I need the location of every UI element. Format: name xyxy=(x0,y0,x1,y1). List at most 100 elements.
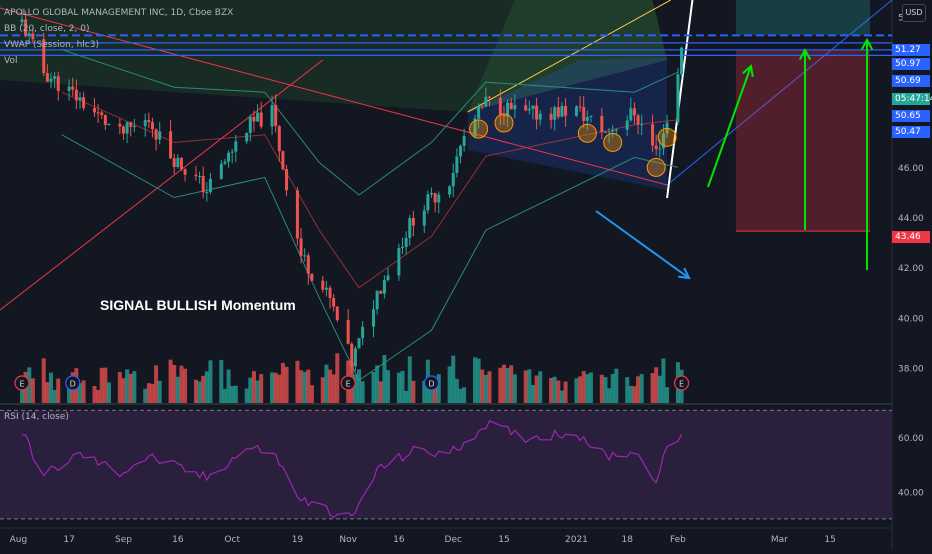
rsi-tick-label: 40.00 xyxy=(898,488,924,498)
candle-body xyxy=(372,309,376,327)
time-tick-label: Mar xyxy=(771,535,788,545)
volume-bar xyxy=(407,356,412,403)
candle-body xyxy=(513,105,517,110)
volume-bar xyxy=(222,388,227,403)
volume-bar xyxy=(270,372,275,403)
price-badge: 05:47:14 xyxy=(892,93,932,105)
event-marker-label: E xyxy=(346,380,351,389)
candle-body xyxy=(45,73,49,82)
time-tick-label: Feb xyxy=(670,535,686,545)
candle-body xyxy=(661,133,665,149)
candle-body xyxy=(143,120,147,127)
candle-body xyxy=(259,112,263,127)
volume-bar xyxy=(56,378,61,403)
candle-body xyxy=(556,107,560,117)
candle-body xyxy=(480,105,484,107)
volume-bar xyxy=(563,381,568,403)
candle-body xyxy=(252,116,256,122)
event-marker xyxy=(14,375,30,391)
volume-bar xyxy=(128,373,133,403)
target-arrow-1 xyxy=(707,65,752,188)
volume-bar xyxy=(331,374,336,403)
volume-bar xyxy=(454,378,459,403)
volume-bar xyxy=(480,369,485,403)
pivot-circle xyxy=(469,119,489,139)
candle-body xyxy=(353,348,357,367)
candle-body xyxy=(310,273,314,281)
candle-body xyxy=(56,76,60,91)
volume-bar xyxy=(92,386,97,403)
candle-body xyxy=(125,122,129,134)
candle-body xyxy=(458,145,462,157)
candle-body xyxy=(103,115,107,125)
volume-bar xyxy=(433,379,438,403)
volume-bar xyxy=(610,373,615,403)
candle-body xyxy=(27,33,31,36)
target-arrow-1-head xyxy=(742,64,754,78)
volume-bar xyxy=(183,368,188,403)
pivot-circle xyxy=(657,127,677,147)
event-marker xyxy=(423,375,440,391)
candle-body xyxy=(121,126,125,134)
volume-bar xyxy=(523,370,528,403)
volume-bar xyxy=(447,366,452,403)
candle-body xyxy=(147,120,151,123)
price-tick-label: 42.00 xyxy=(898,264,924,274)
rsi-tick-label: 60.00 xyxy=(898,434,924,444)
candle-body xyxy=(78,97,82,101)
volume-bar xyxy=(255,380,260,403)
volume-bar xyxy=(302,371,307,403)
volume-bar xyxy=(96,390,101,403)
volume-bar xyxy=(132,371,137,403)
volume-bar xyxy=(487,371,492,403)
price-badge: 51.27 xyxy=(892,44,930,56)
candle-body xyxy=(107,123,111,125)
candle-body xyxy=(506,102,510,117)
bollinger-legend[interactable]: BB (20, close, 2, 0) xyxy=(4,24,90,34)
price-badge: 50.65 xyxy=(892,110,930,122)
volume-bar xyxy=(67,380,72,403)
candle-body xyxy=(509,102,513,110)
volume-bar xyxy=(625,377,630,403)
volume-bar xyxy=(378,381,383,403)
volume-bar xyxy=(632,386,637,403)
candle-body xyxy=(585,117,589,121)
currency-label[interactable]: USD xyxy=(902,4,926,22)
volume-bar xyxy=(117,371,122,403)
volume-legend[interactable]: Vol xyxy=(4,56,18,66)
volume-bar xyxy=(538,371,543,403)
volume-bar xyxy=(382,355,387,403)
candle-body xyxy=(129,122,133,127)
volume-bar xyxy=(556,380,561,403)
candle-body xyxy=(524,105,528,111)
volume-bar xyxy=(175,376,180,403)
candle-body xyxy=(281,151,285,170)
target-arrow-2-head xyxy=(798,47,812,61)
candle-body xyxy=(676,74,680,123)
candle-body xyxy=(451,173,455,187)
volume-bar xyxy=(578,376,583,403)
volume-bar xyxy=(472,357,477,403)
volume-bar xyxy=(197,381,202,403)
bearish-arrow-head xyxy=(677,267,691,280)
volume-bar xyxy=(168,359,173,403)
candle-body xyxy=(382,280,386,294)
volume-bar xyxy=(436,374,441,403)
target-arrow-3-head xyxy=(860,37,874,51)
volume-bar xyxy=(48,372,53,403)
candle-body xyxy=(582,107,586,121)
candle-body xyxy=(321,280,325,290)
candle-body xyxy=(335,306,339,320)
candle-body xyxy=(538,113,542,120)
candle-body xyxy=(411,217,415,226)
candle-body xyxy=(227,152,231,162)
vwap-legend[interactable]: VWAP (Session, hlc3) xyxy=(4,40,99,50)
volume-bar xyxy=(512,374,517,403)
volume-bar xyxy=(219,359,224,403)
rsi-legend[interactable]: RSI (14, close) xyxy=(4,412,69,422)
candle-body xyxy=(430,193,434,195)
volume-bar xyxy=(295,360,300,403)
candle-body xyxy=(299,238,303,256)
